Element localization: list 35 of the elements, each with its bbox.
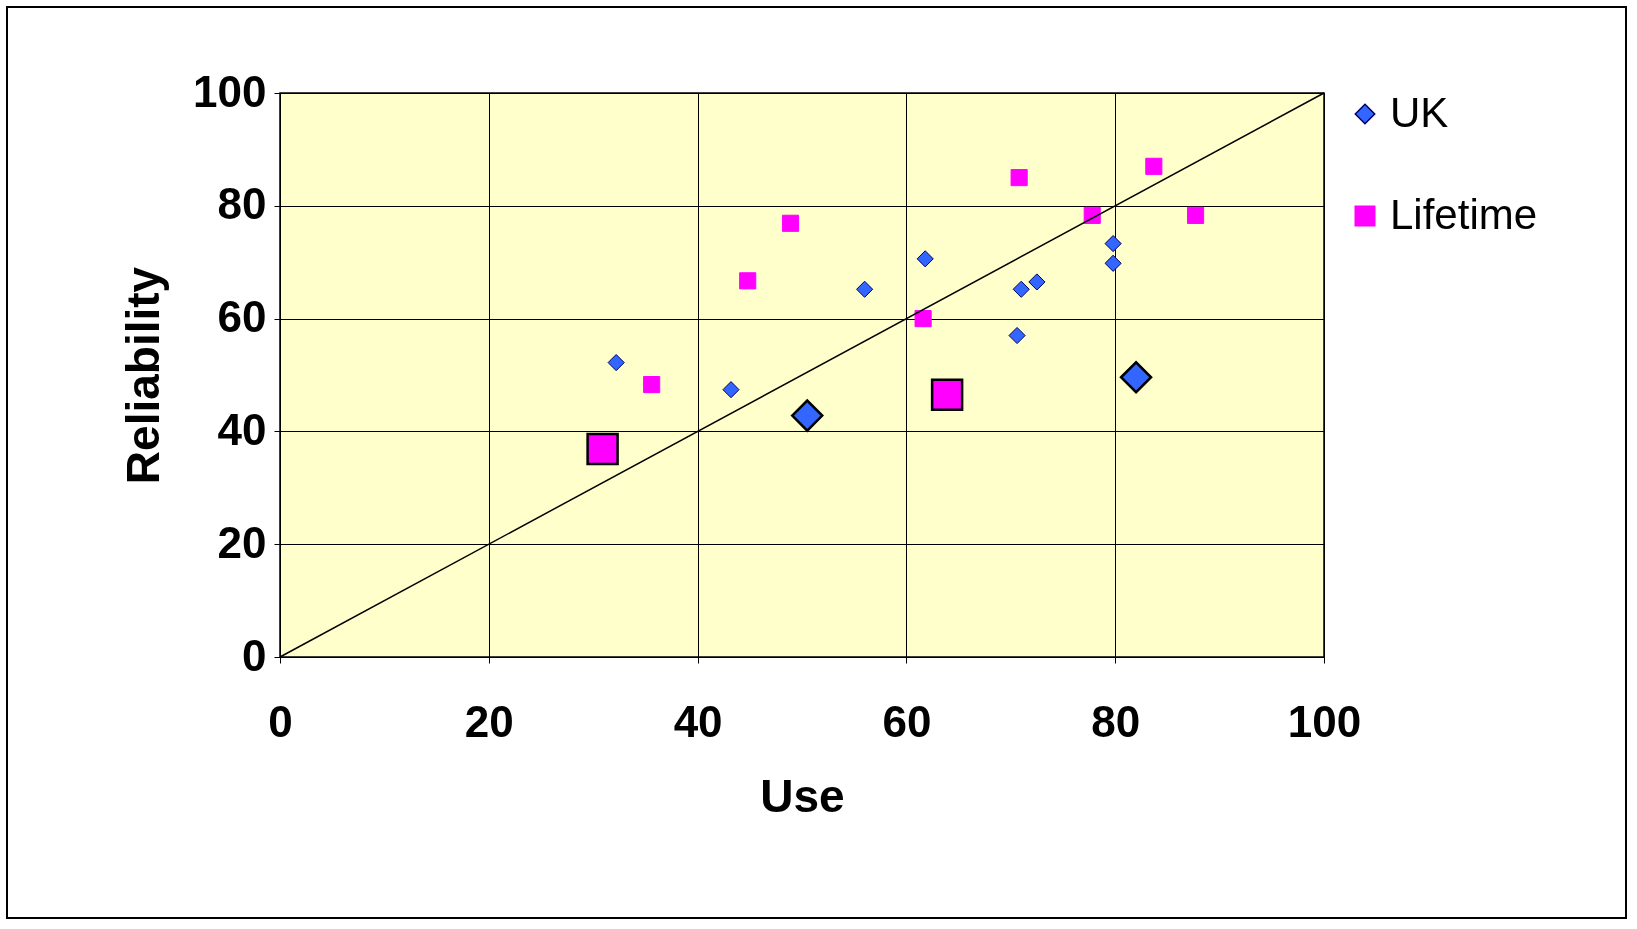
legend-label: UK [1390,89,1449,136]
x-tick-label: 80 [1091,696,1141,746]
point [722,381,740,399]
point [856,280,874,298]
y-tick-label: 40 [217,404,267,454]
point [1010,169,1028,187]
y-tick-label: 20 [217,517,267,567]
y-tick-label: 80 [217,179,267,229]
x-tick-label: 40 [673,696,723,746]
point [1028,273,1046,291]
point [916,250,934,268]
point [930,378,964,411]
point [643,376,661,394]
y-tick-label: 100 [193,66,267,116]
point [1187,206,1205,224]
y-tick-label: 60 [217,292,267,342]
point [1104,235,1122,253]
point [781,214,800,232]
point [790,399,824,432]
x-tick-label: 20 [464,696,514,746]
y-axis-title: Reliability [117,266,170,485]
point [914,310,932,328]
point [1104,254,1122,272]
legend-label: Lifetime [1390,191,1538,238]
point [1145,157,1163,175]
y-tick-label: 0 [242,630,267,680]
point [1119,361,1153,394]
point [607,354,625,372]
x-axis-title: Use [760,769,845,822]
point [739,272,757,290]
point [1008,326,1026,345]
x-tick-label: 60 [882,696,932,746]
x-tick-label: 100 [1287,696,1362,746]
point [1012,280,1030,298]
point [586,432,619,466]
